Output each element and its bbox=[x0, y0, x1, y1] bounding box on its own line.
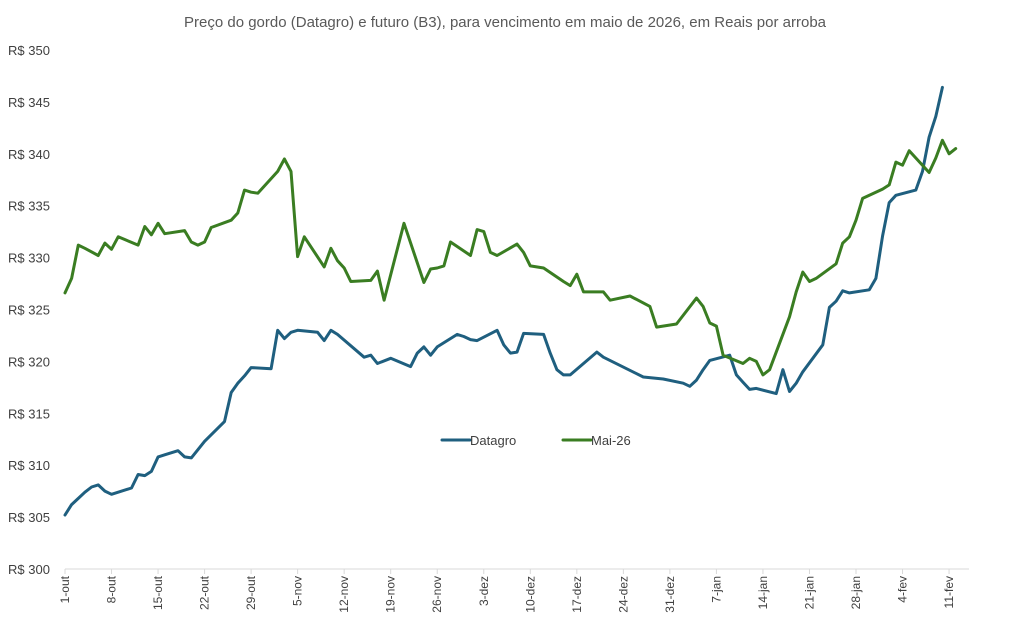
legend: Datagro Mai-26 bbox=[440, 433, 631, 448]
x-tick-label: 8-out bbox=[105, 575, 119, 603]
y-tick-label: R$ 350 bbox=[8, 43, 50, 58]
y-tick-label: R$ 335 bbox=[8, 199, 50, 214]
x-tick-label: 5-nov bbox=[291, 576, 305, 606]
series-line-datagro bbox=[63, 85, 944, 517]
x-tick-label: 29-out bbox=[244, 575, 258, 610]
x-tick-label: 17-dez bbox=[570, 576, 584, 613]
x-tick-label: 12-nov bbox=[337, 576, 351, 613]
x-tick-label: 28-jan bbox=[849, 576, 863, 609]
x-tick-label: 22-out bbox=[198, 575, 212, 610]
y-tick-label: R$ 300 bbox=[8, 562, 50, 577]
x-tick-label: 21-jan bbox=[802, 576, 816, 609]
y-tick-label: R$ 330 bbox=[8, 251, 50, 266]
x-tick-label: 10-dez bbox=[523, 576, 537, 613]
x-tick-label: 19-nov bbox=[384, 576, 398, 613]
y-tick-label: R$ 315 bbox=[8, 406, 50, 421]
x-tick-label: 3-dez bbox=[477, 576, 491, 606]
legend-label: Datagro bbox=[470, 433, 516, 448]
y-tick-label: R$ 325 bbox=[8, 303, 50, 318]
chart-title: Preço do gordo (Datagro) e futuro (B3), … bbox=[184, 14, 827, 31]
x-tick-label: 11-fev bbox=[942, 576, 956, 608]
x-tick-label: 15-out bbox=[151, 575, 165, 610]
y-tick-label: R$ 345 bbox=[8, 95, 50, 110]
x-tick-label: 1-out bbox=[58, 575, 72, 603]
y-tick-label: R$ 305 bbox=[8, 510, 50, 525]
x-tick-label: 4-fev bbox=[896, 576, 910, 603]
x-tick-label: 31-dez bbox=[663, 576, 677, 613]
legend-label: Mai-26 bbox=[591, 433, 631, 448]
x-tick-label: 7-jan bbox=[709, 576, 723, 603]
x-axis: 1-out 8-out 15-out 22-out 29-out 5-nov 12-nov 1… bbox=[58, 568, 969, 613]
series-layer bbox=[63, 85, 958, 517]
series-line-mai-26 bbox=[63, 138, 958, 377]
y-tick-label: R$ 340 bbox=[8, 147, 50, 162]
y-tick-label: R$ 320 bbox=[8, 354, 50, 369]
x-tick-label: 14-jan bbox=[756, 576, 770, 609]
y-tick-label: R$ 310 bbox=[8, 458, 50, 473]
x-tick-label: 26-nov bbox=[430, 576, 444, 613]
x-tick-label: 24-dez bbox=[616, 576, 630, 613]
y-axis: R$ 300 R$ 305 R$ 310 R$ 315 R$ 320 R$ 325 R$ 3… bbox=[8, 43, 50, 577]
